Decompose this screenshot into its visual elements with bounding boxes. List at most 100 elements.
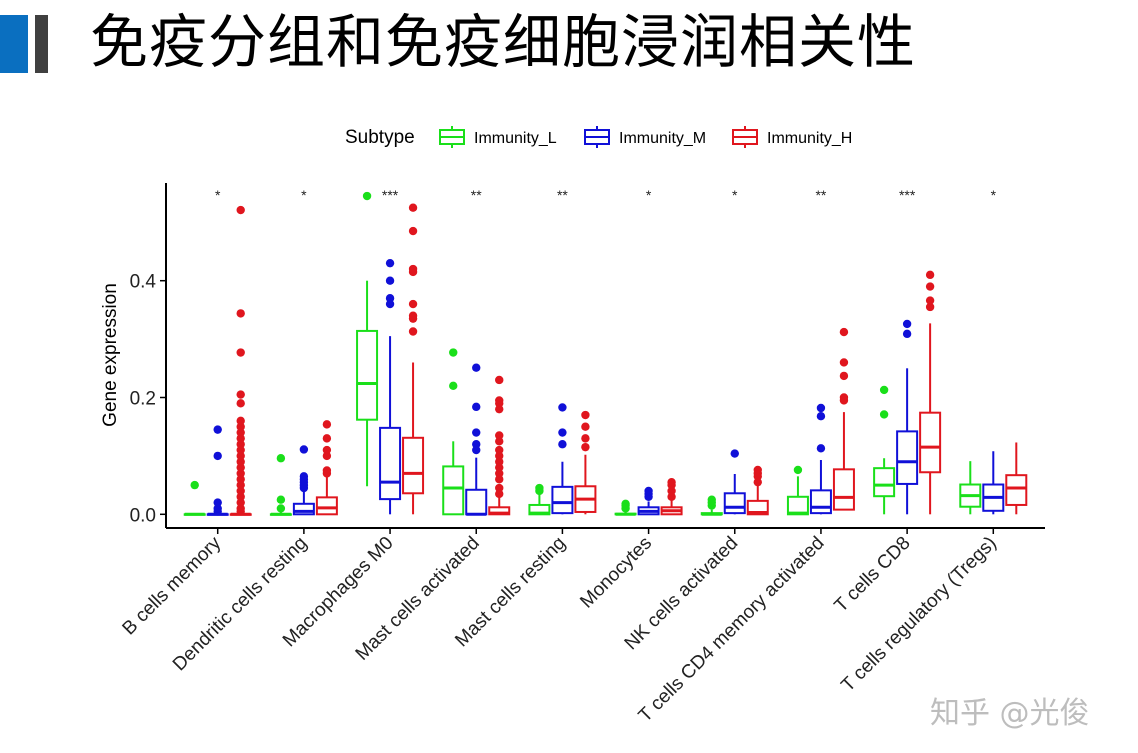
outlier-point bbox=[385, 276, 395, 285]
box-Immunity_L bbox=[528, 483, 551, 516]
outlier-point bbox=[236, 480, 245, 490]
outlier-point bbox=[236, 309, 245, 318]
outlier-point bbox=[730, 449, 739, 458]
outlier-point bbox=[385, 294, 395, 303]
box-Immunity_H bbox=[746, 465, 769, 516]
box-Immunity_L bbox=[614, 499, 637, 516]
outlier-point bbox=[236, 416, 245, 426]
box-Immunity_H bbox=[402, 203, 425, 515]
outlier-point bbox=[753, 465, 762, 475]
outlier-point bbox=[213, 425, 222, 434]
outlier-point bbox=[495, 457, 504, 466]
legend-label-Immunity_H: Immunity_H bbox=[767, 130, 852, 147]
outlier-point bbox=[902, 329, 912, 339]
outlier-point bbox=[925, 282, 935, 291]
x-tick-label: T cells regulatory (Tregs) bbox=[837, 533, 1000, 696]
outlier-point bbox=[236, 463, 245, 472]
outlier-point bbox=[839, 327, 849, 337]
box-Immunity_M bbox=[809, 403, 832, 515]
outlier-point bbox=[408, 299, 418, 309]
outlier-point bbox=[322, 445, 332, 455]
outlier-point bbox=[322, 451, 332, 461]
box-Immunity_L bbox=[269, 454, 292, 516]
box-body bbox=[315, 496, 338, 516]
outlier-point bbox=[816, 444, 826, 453]
outlier-point bbox=[495, 404, 504, 414]
outlier-point bbox=[322, 466, 332, 475]
outlier-point bbox=[581, 434, 590, 443]
outlier-point bbox=[495, 483, 504, 493]
box-Immunity_L bbox=[873, 385, 896, 515]
outlier-point bbox=[495, 451, 504, 461]
box-Immunity_L bbox=[959, 461, 982, 515]
outlier-point bbox=[839, 371, 849, 381]
box-Immunity_L bbox=[183, 480, 206, 516]
y-tick-label: 0.4 bbox=[130, 272, 157, 293]
outlier-point bbox=[472, 445, 481, 455]
box-Immunity_M bbox=[551, 403, 574, 515]
outlier-point bbox=[472, 363, 481, 372]
box-Immunity_H bbox=[229, 205, 252, 516]
outlier-point bbox=[213, 451, 222, 461]
box-body bbox=[465, 488, 488, 516]
box-Immunity_L bbox=[356, 191, 379, 487]
box-Immunity_H bbox=[315, 420, 338, 516]
box-body bbox=[873, 467, 896, 498]
outlier-point bbox=[902, 319, 912, 329]
significance-label: * bbox=[301, 187, 307, 203]
box-body bbox=[292, 502, 315, 516]
outlier-point bbox=[322, 420, 332, 429]
box-Immunity_L bbox=[700, 495, 723, 516]
outlier-point bbox=[276, 454, 286, 463]
outlier-point bbox=[581, 442, 590, 452]
box-Immunity_H bbox=[1005, 442, 1028, 515]
title-accent-bar-gray bbox=[35, 15, 48, 73]
outlier-point bbox=[385, 299, 395, 309]
significance-label: *** bbox=[899, 187, 916, 203]
outlier-point bbox=[190, 480, 199, 490]
box-body bbox=[402, 436, 425, 495]
box-Immunity_H bbox=[488, 375, 511, 516]
outlier-point bbox=[236, 498, 245, 507]
watermark: 知乎 @光俊 bbox=[930, 696, 1090, 731]
outlier-point bbox=[667, 486, 676, 496]
title-accent-bar-blue bbox=[0, 15, 28, 73]
box-body bbox=[379, 426, 402, 501]
significance-label: * bbox=[991, 187, 997, 203]
outlier-point bbox=[236, 434, 245, 443]
outlier-point bbox=[236, 440, 245, 449]
outlier-point bbox=[213, 498, 222, 507]
outlier-point bbox=[644, 486, 653, 496]
y-tick-label: 0.0 bbox=[130, 505, 156, 526]
outlier-point bbox=[449, 381, 458, 391]
outlier-point bbox=[322, 434, 332, 443]
outlier-point bbox=[816, 403, 826, 413]
outlier-point bbox=[408, 264, 418, 274]
box-Immunity_M bbox=[292, 445, 315, 516]
outlier-point bbox=[925, 270, 935, 280]
box-body bbox=[896, 430, 919, 485]
outlier-point bbox=[472, 402, 481, 412]
outlier-point bbox=[236, 469, 245, 478]
significance-label: ** bbox=[557, 187, 568, 203]
outlier-point bbox=[925, 296, 935, 305]
outlier-point bbox=[236, 492, 245, 501]
box-body bbox=[723, 492, 746, 515]
significance-label: * bbox=[732, 187, 738, 203]
outlier-point bbox=[558, 403, 567, 412]
outlier-point bbox=[236, 445, 245, 455]
outlier-point bbox=[236, 422, 245, 431]
box-Immunity_M bbox=[206, 425, 229, 516]
outlier-point bbox=[236, 205, 245, 215]
outlier-point bbox=[495, 489, 504, 499]
outlier-point bbox=[236, 451, 245, 461]
outlier-point bbox=[236, 399, 245, 408]
significance-label: *** bbox=[382, 187, 399, 203]
box-Immunity_L bbox=[442, 348, 465, 516]
box-body bbox=[551, 485, 574, 515]
outlier-point bbox=[236, 486, 245, 496]
outlier-point bbox=[495, 445, 504, 455]
box-body bbox=[1005, 474, 1028, 506]
outlier-point bbox=[236, 390, 245, 399]
